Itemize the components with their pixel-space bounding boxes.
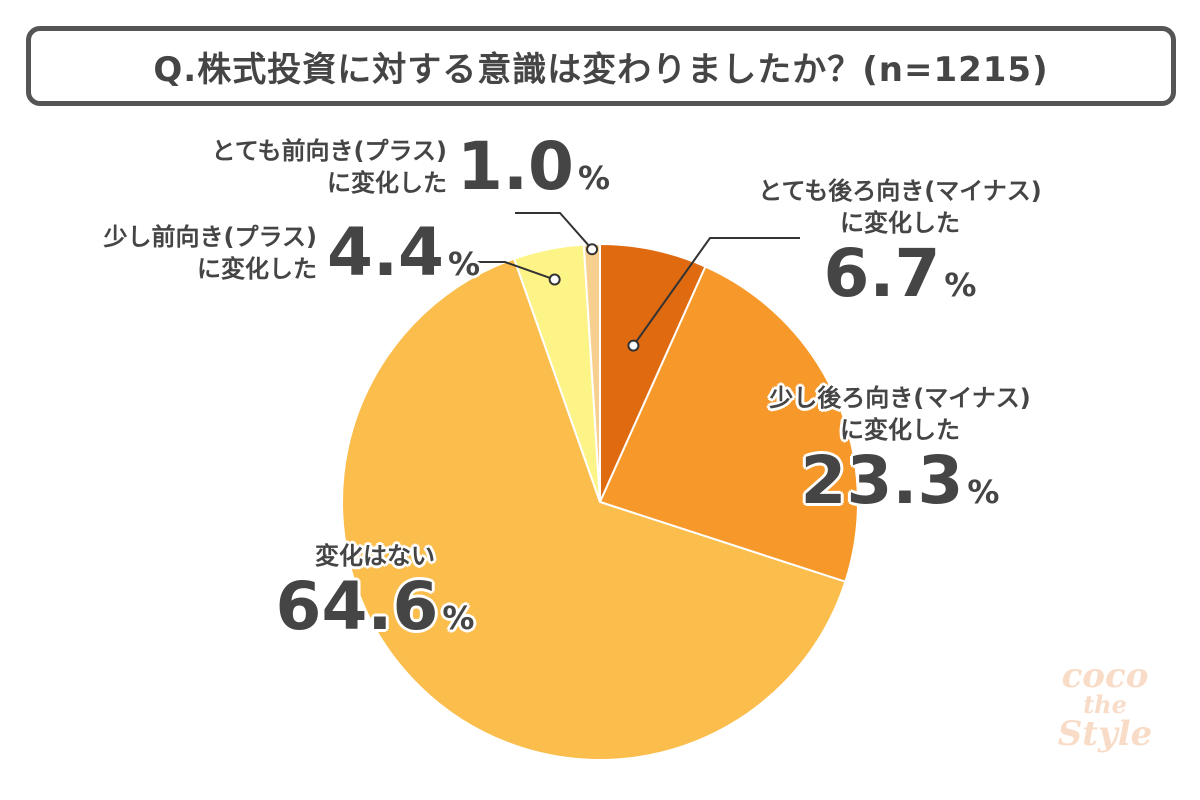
slice-value: 64.6: [275, 568, 439, 645]
slice-value: 6.7: [823, 235, 941, 312]
leader-dot-slightly-positive: [548, 273, 561, 286]
slice-name: 変化はない: [315, 542, 435, 570]
label-no-change: 変化はない 64.6%: [250, 540, 500, 642]
brand-watermark: coco the Style: [1040, 658, 1170, 752]
slice-name-line2: に変化した: [840, 209, 960, 237]
slice-unit: %: [967, 473, 1000, 511]
label-very-positive: とても前向き(プラス) に変化した 1.0%: [130, 132, 610, 202]
watermark-line2: the: [1083, 690, 1127, 719]
pie-slice-slightly-negative: [598, 265, 859, 583]
leader-line-very-positive: [515, 212, 593, 250]
slice-value: 4.4: [327, 214, 444, 291]
slice-unit: %: [577, 159, 610, 197]
slice-name-line2: に変化した: [327, 169, 448, 197]
watermark-line3: Style: [1057, 714, 1153, 754]
watermark-line1: coco: [1061, 656, 1149, 696]
label-slightly-positive: 少し前向き(プラス) に変化した 4.4%: [40, 218, 480, 288]
slice-name: とても前向き(プラス): [211, 137, 448, 165]
pie-slice-very-negative: [599, 242, 707, 503]
label-very-negative: とても後ろ向き(マイナス) に変化した 6.7%: [700, 175, 1100, 309]
leader-dot-very-positive: [586, 243, 599, 256]
label-slightly-negative: 少し後ろ向き(マイナス) に変化した 23.3%: [700, 382, 1100, 516]
slice-unit: %: [447, 245, 480, 283]
leader-dot-very-negative: [627, 339, 640, 352]
slice-name-line2: に変化した: [840, 416, 960, 444]
slice-name-line2: に変化した: [197, 255, 318, 283]
chart-title-box: Q.株式投資に対する意識は変わりましたか？(n=1215): [26, 26, 1176, 106]
leader-line-slightly-positive: [468, 261, 555, 281]
pie-slice-no-change: [341, 257, 847, 761]
slice-unit: %: [442, 599, 475, 637]
leader-line-very-negative: [632, 237, 800, 347]
slice-unit: %: [944, 266, 977, 304]
slice-name: 少し後ろ向き(マイナス): [769, 384, 1031, 412]
slice-value: 23.3: [800, 442, 964, 519]
slice-name: 少し前向き(プラス): [103, 223, 318, 251]
slice-value: 1.0: [457, 128, 574, 205]
slice-name: とても後ろ向き(マイナス): [758, 177, 1042, 205]
chart-title: Q.株式投資に対する意識は変わりましたか？(n=1215): [153, 49, 1049, 90]
